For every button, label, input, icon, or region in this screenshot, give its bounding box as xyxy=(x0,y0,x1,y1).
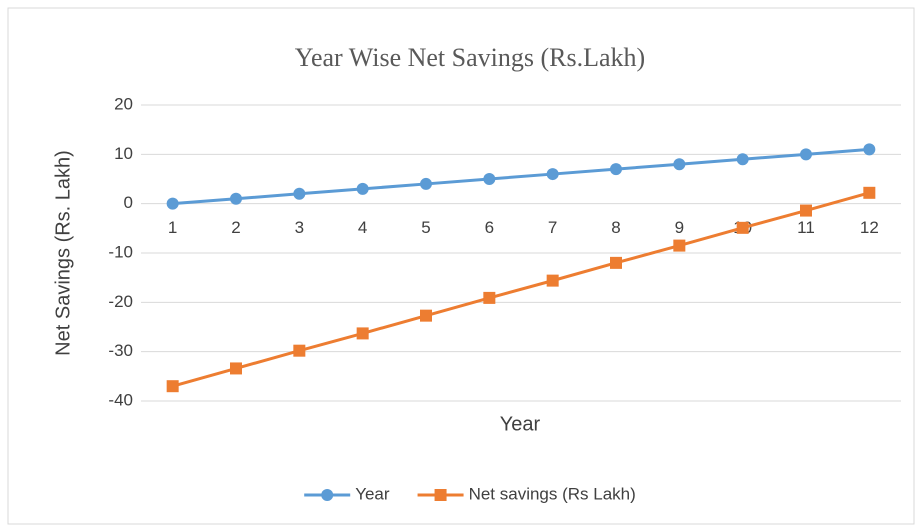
data-point xyxy=(863,186,876,199)
data-point xyxy=(673,239,686,252)
data-point xyxy=(673,158,686,171)
x-tick-label: 3 xyxy=(295,218,304,237)
legend-label: Net savings (Rs Lakh) xyxy=(469,484,636,503)
chart-title: Year Wise Net Savings (Rs.Lakh) xyxy=(295,43,645,72)
y-tick-label: 10 xyxy=(114,144,133,163)
legend-label: Year xyxy=(355,484,390,503)
data-point xyxy=(166,197,179,210)
legend-marker xyxy=(434,489,447,501)
y-axis-title: Net Savings (Rs. Lakh) xyxy=(52,150,74,356)
x-tick-label: 1 xyxy=(168,218,177,237)
data-point xyxy=(293,344,306,357)
x-tick-label: 5 xyxy=(421,218,430,237)
x-tick-label: 12 xyxy=(860,218,879,237)
chart-border xyxy=(7,7,915,525)
series-line xyxy=(172,147,870,206)
data-point xyxy=(863,143,876,156)
data-point xyxy=(356,182,369,195)
data-point xyxy=(293,187,306,200)
data-point xyxy=(483,173,496,185)
y-tick-label: 20 xyxy=(114,94,133,113)
x-tick-label: 6 xyxy=(485,218,494,237)
data-point xyxy=(166,380,179,393)
x-tick-label: 7 xyxy=(548,218,557,237)
data-point xyxy=(736,153,749,166)
data-point xyxy=(800,204,812,217)
y-tick-label: -10 xyxy=(108,242,133,261)
data-point xyxy=(610,256,622,269)
x-axis-title: Year xyxy=(500,413,541,435)
series-line xyxy=(172,191,870,388)
data-point xyxy=(610,163,622,176)
x-tick-label: 4 xyxy=(358,218,367,237)
data-point xyxy=(800,148,812,161)
x-tick-label: 11 xyxy=(797,218,815,237)
y-tick-label: -40 xyxy=(108,390,133,409)
y-tick-label: -20 xyxy=(108,292,133,311)
data-point xyxy=(546,168,559,181)
data-point xyxy=(356,327,369,340)
legend-marker xyxy=(321,489,334,501)
x-tick-label: 9 xyxy=(675,218,684,237)
y-tick-label: 0 xyxy=(124,193,133,212)
data-point xyxy=(736,221,749,234)
data-point xyxy=(230,362,242,375)
data-point xyxy=(420,309,432,322)
data-point xyxy=(420,177,432,190)
data-point xyxy=(483,291,496,304)
data-point xyxy=(546,274,559,287)
x-tick-label: 2 xyxy=(231,218,240,237)
data-point xyxy=(230,192,242,205)
x-tick-label: 8 xyxy=(611,218,620,237)
y-tick-label: -30 xyxy=(108,341,133,360)
